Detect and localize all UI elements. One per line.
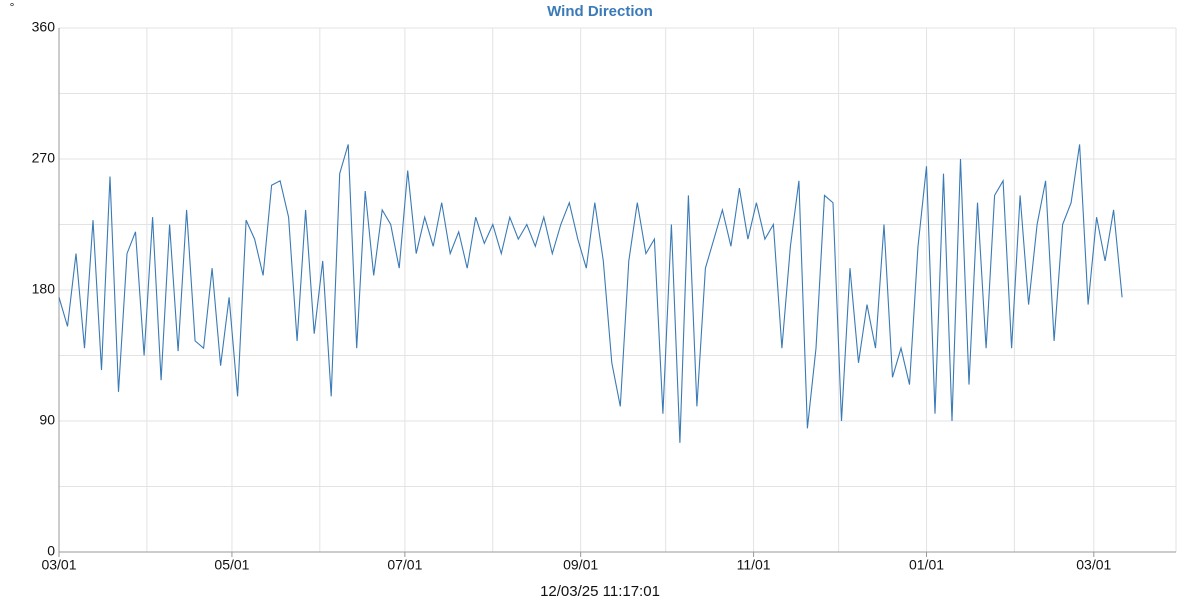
x-tick-label: 03/01 bbox=[1076, 557, 1111, 573]
x-tick-label: 05/01 bbox=[214, 557, 249, 573]
x-tick-label: 11/01 bbox=[737, 557, 771, 573]
x-tick-label: 01/01 bbox=[909, 557, 944, 573]
x-tick-label: 03/01 bbox=[41, 557, 76, 573]
x-tick-label: 09/01 bbox=[563, 557, 598, 573]
y-tick-label: 360 bbox=[32, 19, 56, 35]
y-tick-label: 180 bbox=[32, 281, 56, 297]
x-tick-label: 07/01 bbox=[387, 557, 422, 573]
chart-title: Wind Direction bbox=[547, 3, 653, 20]
timestamp: 12/03/25 11:17:01 bbox=[540, 583, 660, 600]
data-line bbox=[58, 144, 1123, 443]
y-tick-label: 270 bbox=[32, 150, 56, 166]
y-unit: ° bbox=[10, 0, 15, 14]
y-tick-label: 0 bbox=[47, 543, 55, 559]
y-tick-label: 90 bbox=[39, 412, 55, 428]
